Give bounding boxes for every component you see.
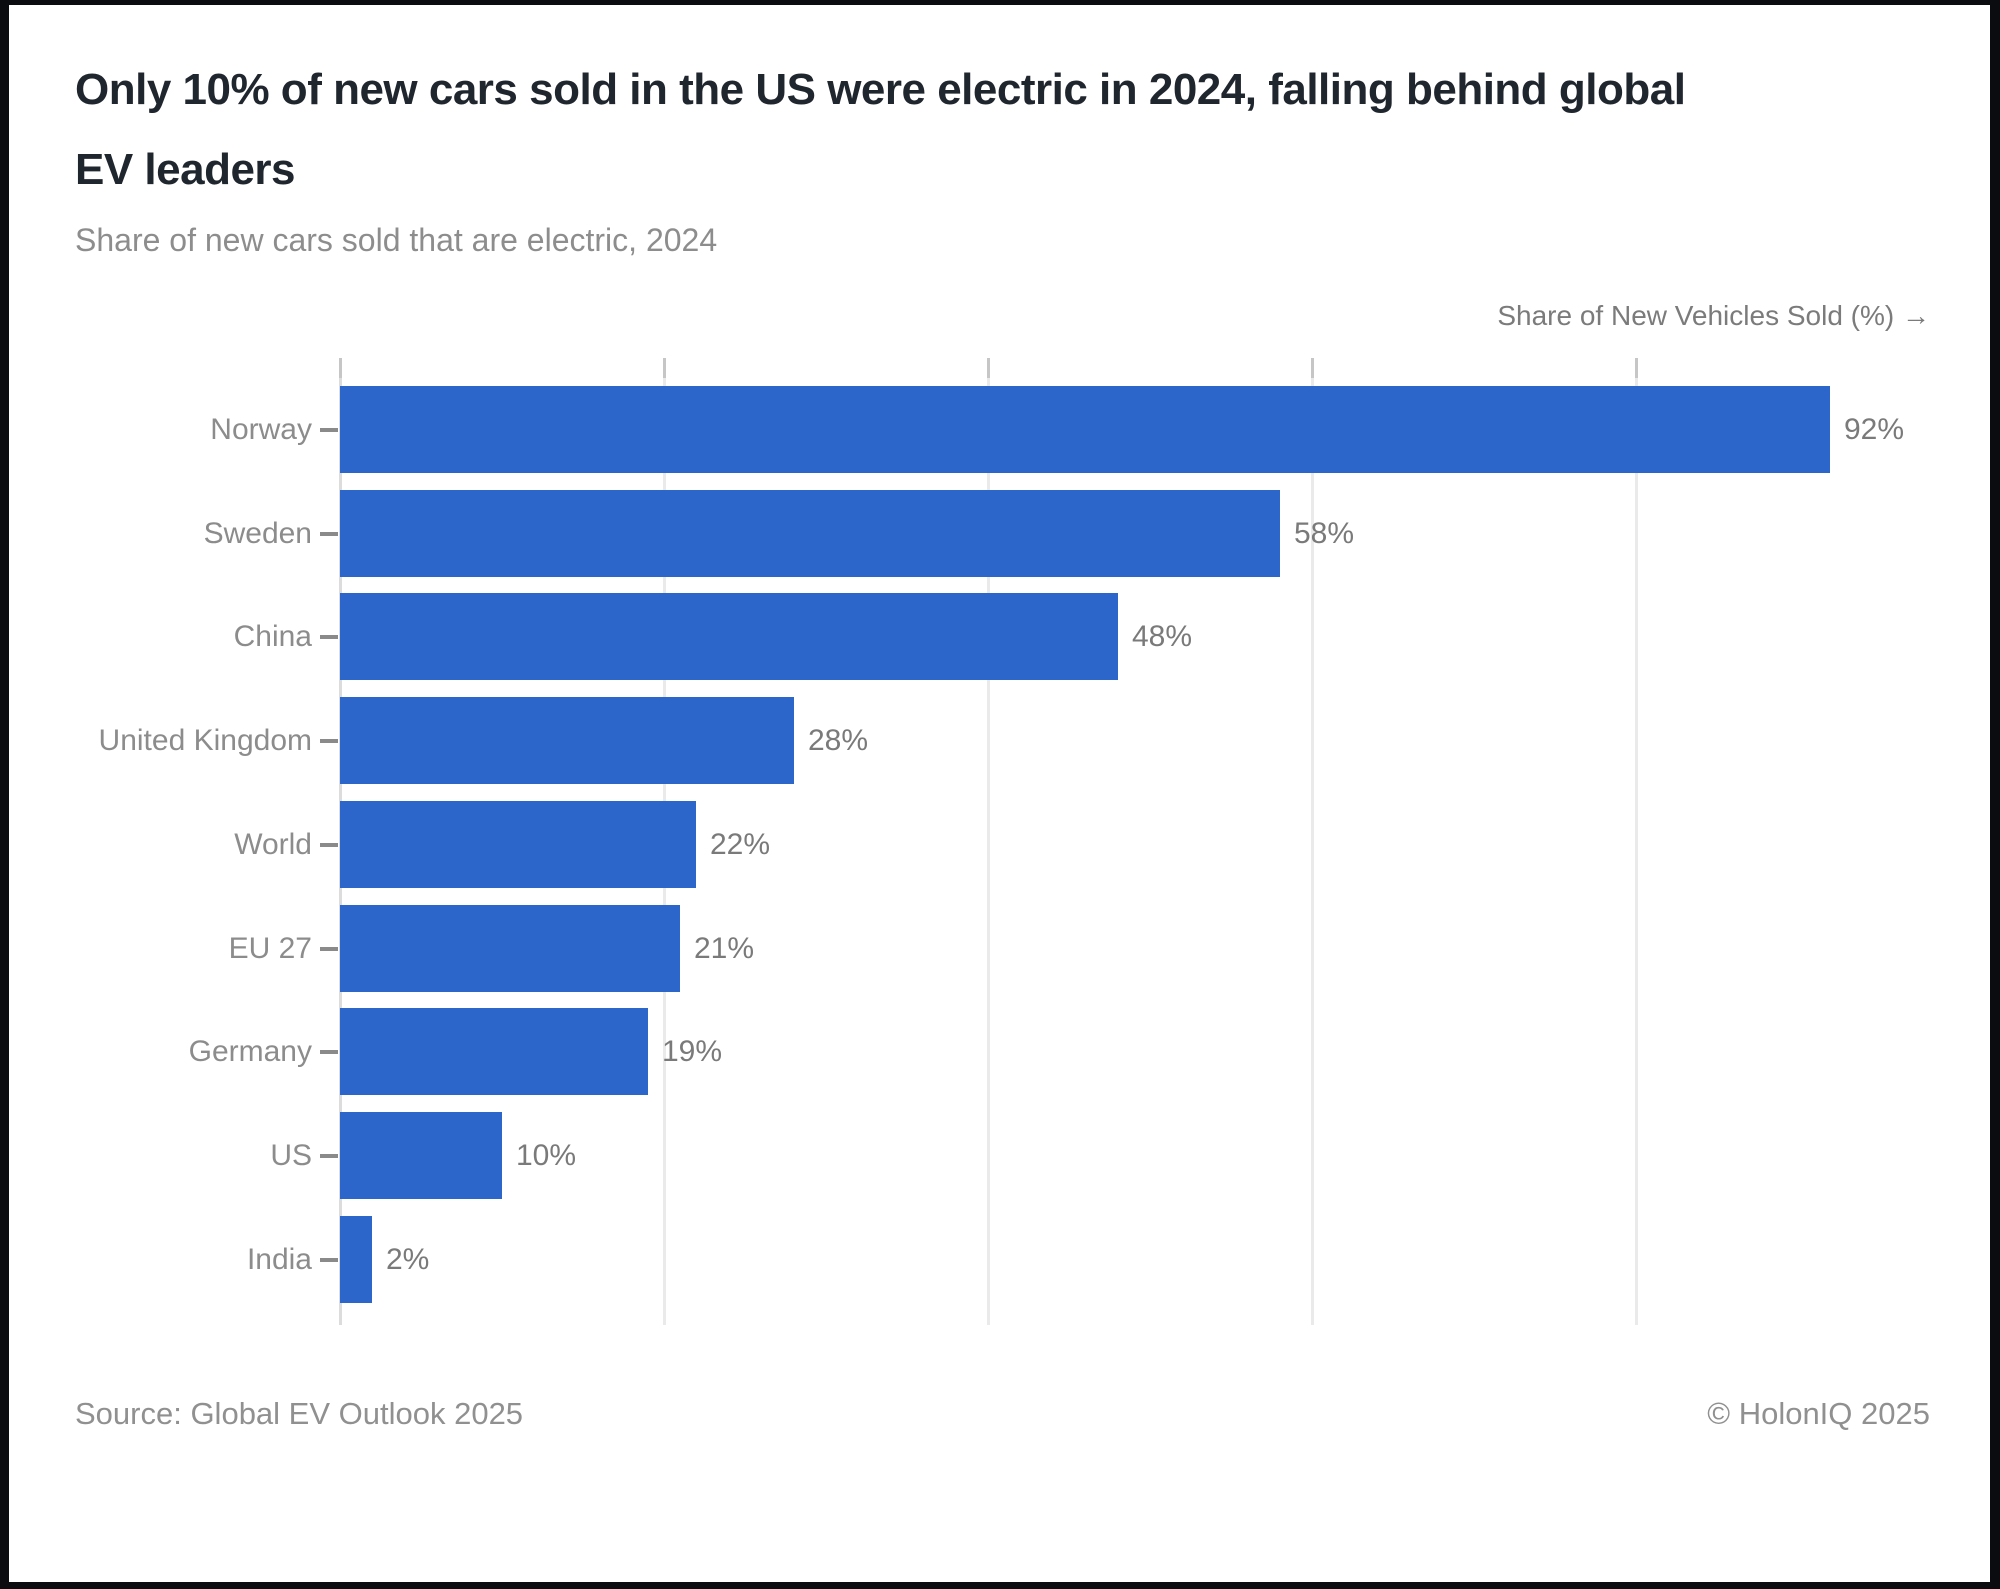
category-tick — [320, 1257, 338, 1262]
x-axis-tick — [1635, 358, 1638, 378]
value-label: 2% — [386, 1242, 430, 1276]
bar-row: World 22% — [234, 801, 1930, 888]
category-label: EU 27 — [228, 931, 312, 965]
bar-row: India 2% — [247, 1216, 1930, 1303]
x-axis-tick — [1311, 358, 1314, 378]
bar — [340, 490, 1280, 577]
chart-title-line-2: EV leaders — [75, 145, 296, 194]
x-axis-label: Share of New Vehicles Sold (%) → — [1497, 300, 1930, 331]
bar-row: China 48% — [234, 593, 1930, 680]
chart-card: Only 10% of new cars sold in the US were… — [9, 5, 1990, 1582]
x-axis-tick — [339, 358, 342, 378]
x-axis-tick — [663, 358, 666, 378]
bar-row: Sweden 58% — [204, 490, 1930, 577]
category-tick — [320, 946, 338, 951]
bar — [340, 1216, 372, 1303]
value-label: 28% — [808, 723, 869, 757]
value-label: 21% — [694, 931, 755, 965]
bar-row: US 10% — [270, 1112, 1930, 1199]
bar — [340, 1008, 648, 1095]
plot-area: Norway 92% Sweden 58% China 48% United Kingdom… — [99, 358, 1930, 1325]
gridline — [1635, 378, 1638, 1325]
chart-title-line-1: Only 10% of new cars sold in the US were… — [75, 65, 1686, 114]
category-tick — [320, 738, 338, 743]
value-label: 10% — [516, 1138, 577, 1172]
bar-row: EU 27 21% — [229, 905, 1930, 992]
bar — [340, 801, 696, 888]
category-tick — [320, 634, 338, 639]
chart-title: Only 10% of new cars sold in the US were… — [75, 50, 1686, 210]
category-label: United Kingdom — [98, 723, 312, 757]
category-tick — [320, 1153, 338, 1158]
source-note: Source: Global EV Outlook 2025 — [75, 1396, 524, 1431]
category-label: India — [246, 1242, 312, 1276]
copyright-note: © HolonIQ 2025 — [1707, 1396, 1930, 1431]
value-label: 22% — [710, 827, 771, 861]
chart-subtitle: Share of new cars sold that are electric… — [75, 222, 718, 258]
bar-row: Germany 19% — [189, 1008, 1930, 1095]
bar — [340, 905, 680, 992]
category-label: China — [233, 619, 312, 653]
bar — [340, 1112, 502, 1199]
gridline — [987, 378, 990, 1325]
gridline — [1311, 378, 1314, 1325]
category-tick — [320, 531, 338, 536]
category-label: Norway — [210, 412, 312, 446]
category-label: Sweden — [203, 516, 312, 550]
value-label: 19% — [662, 1034, 723, 1068]
category-tick — [320, 842, 338, 847]
x-axis-tick — [987, 358, 990, 378]
bar-row: Norway 92% — [210, 386, 1930, 473]
bar — [340, 593, 1118, 680]
bar — [340, 697, 794, 784]
value-label: 92% — [1844, 412, 1905, 446]
bar-row: United Kingdom 28% — [99, 697, 1930, 784]
category-tick — [320, 427, 338, 432]
value-label: 58% — [1294, 516, 1355, 550]
value-label: 48% — [1132, 619, 1193, 653]
category-tick — [320, 1049, 338, 1054]
category-label: US — [270, 1138, 312, 1172]
bar — [340, 386, 1830, 473]
category-label: Germany — [188, 1034, 312, 1068]
category-label: World — [234, 827, 312, 861]
